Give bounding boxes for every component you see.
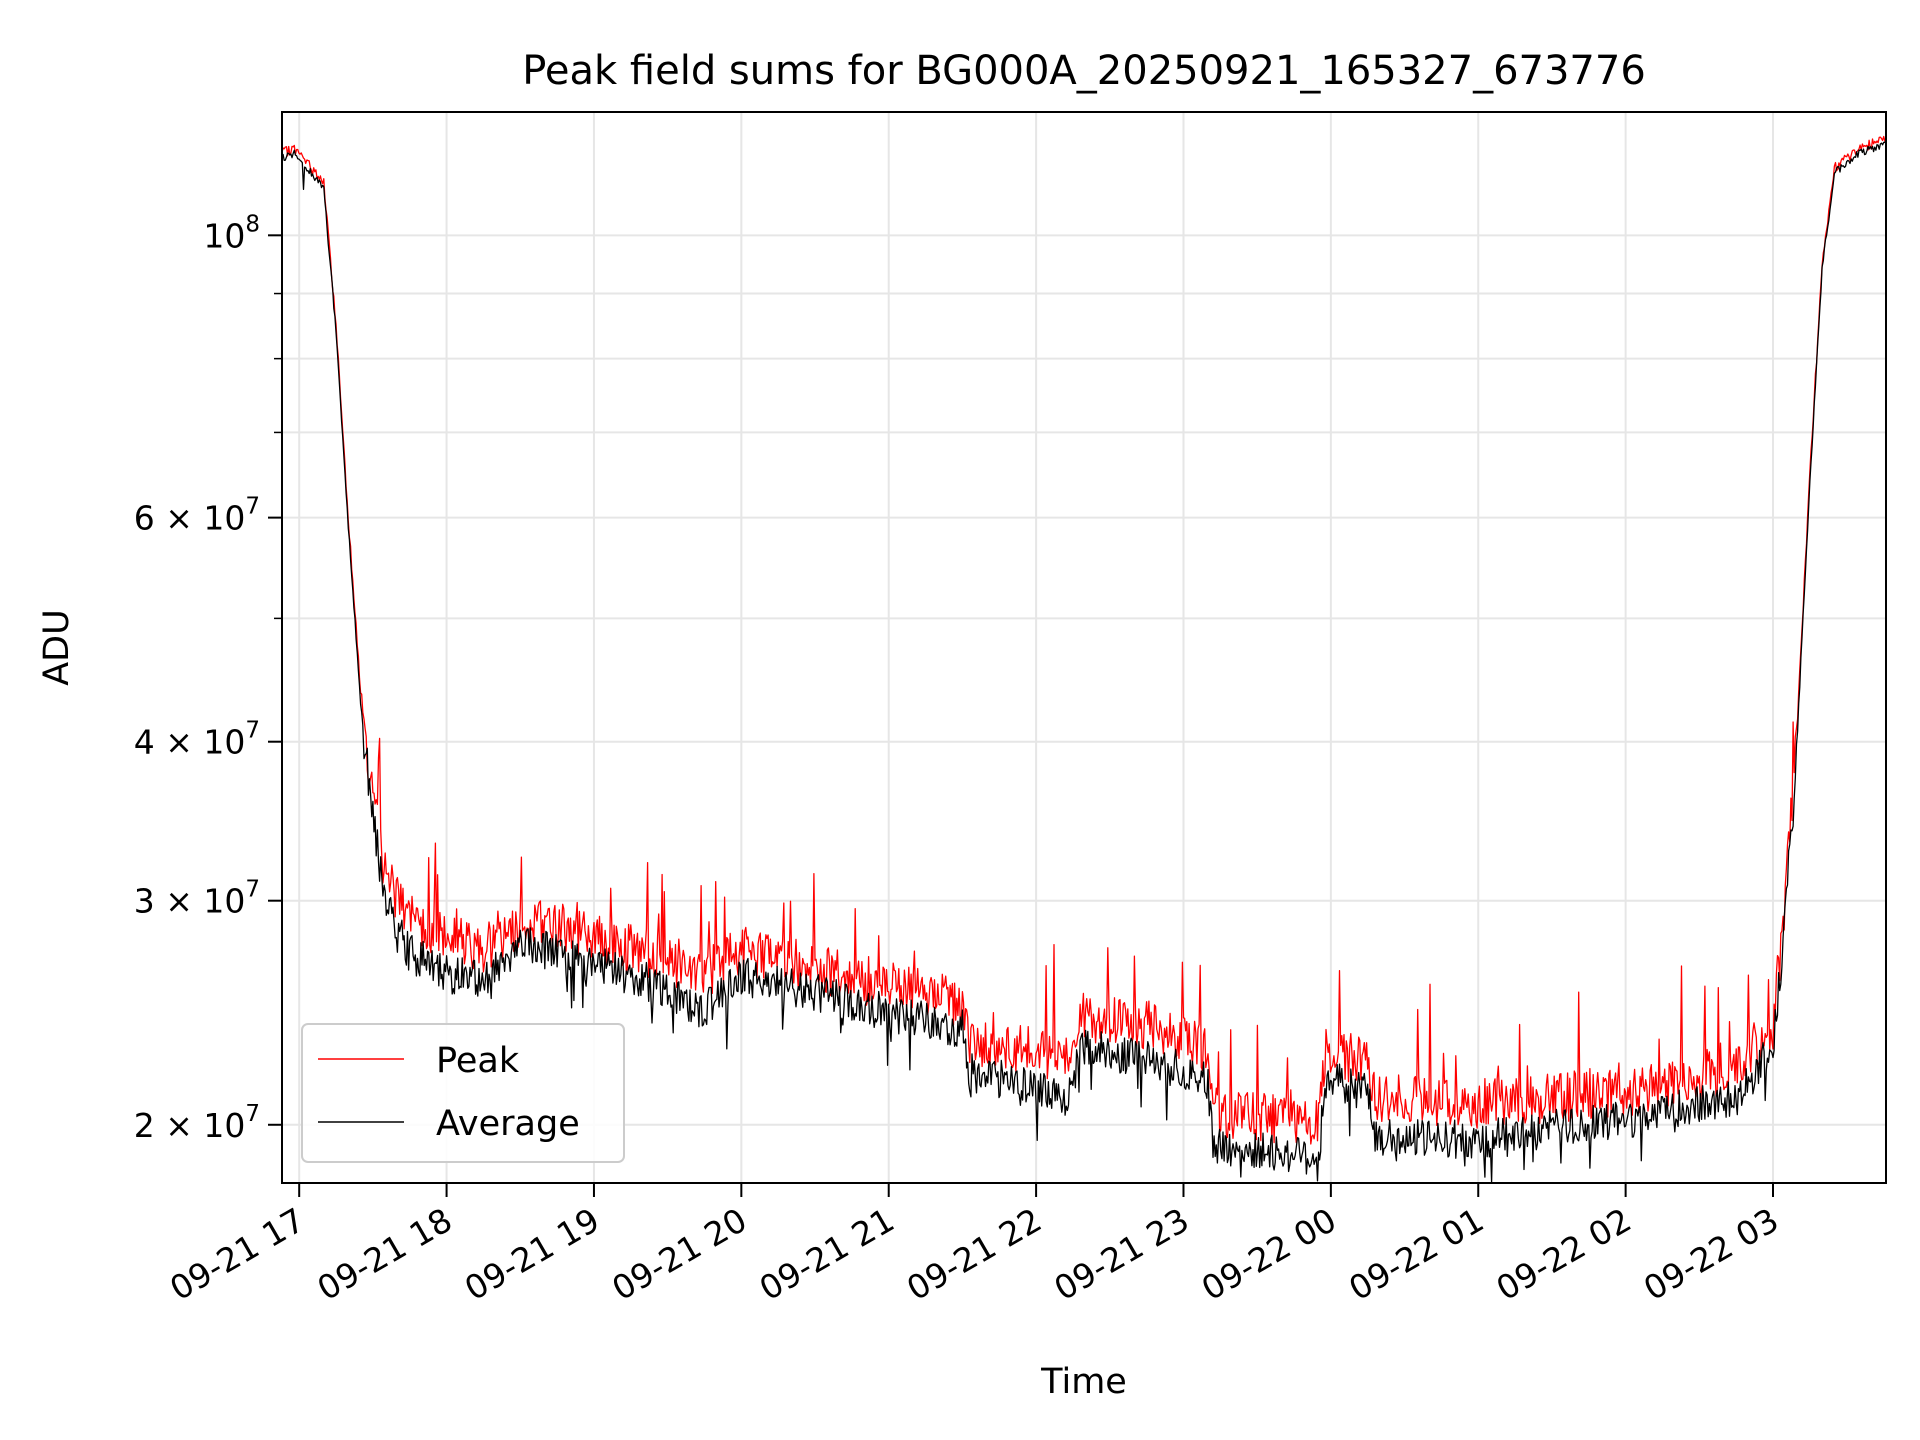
grid xyxy=(282,112,1886,1183)
legend: Peak Average xyxy=(301,1023,625,1163)
legend-label-peak: Peak xyxy=(436,1041,520,1081)
series-line-peak xyxy=(282,135,1886,1145)
y-tick-label: 4 × 107 xyxy=(134,718,260,762)
legend-label-average: Average xyxy=(436,1104,580,1144)
plot-frame xyxy=(281,111,1887,1184)
y-axis-label: ADU xyxy=(37,609,77,686)
series-line-average xyxy=(282,141,1886,1183)
y-tick-label: 3 × 107 xyxy=(134,877,260,921)
chart-title: Peak field sums for BG000A_20250921_1653… xyxy=(522,48,1646,94)
y-tick-label: 2 × 107 xyxy=(134,1101,260,1145)
x-axis-label: Time xyxy=(1040,1362,1127,1402)
plot-area xyxy=(282,135,1886,1183)
y-tick-label: 6 × 107 xyxy=(134,494,260,538)
